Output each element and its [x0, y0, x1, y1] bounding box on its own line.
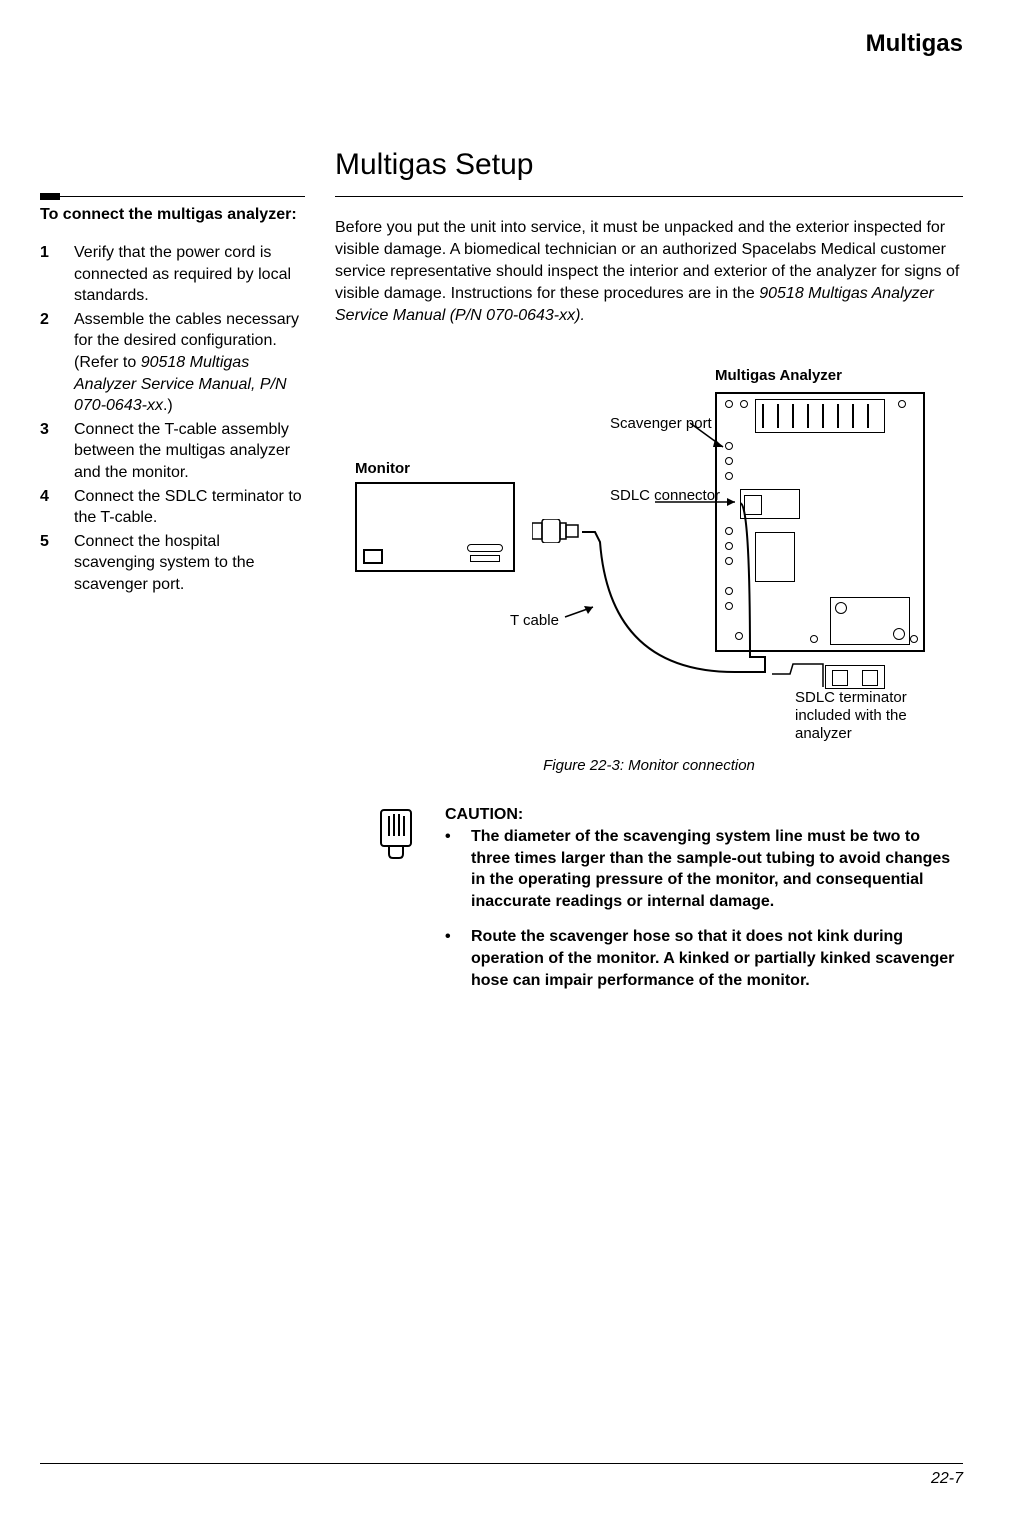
- monitor-label: Monitor: [355, 460, 410, 478]
- scavenger-label: Scavenger port: [610, 415, 712, 433]
- bullet-icon: •: [445, 926, 471, 991]
- list-item: 1 Verify that the power cord is connecte…: [40, 242, 305, 307]
- step-text: Verify that the power cord is connected …: [74, 242, 305, 307]
- step-number: 2: [40, 309, 74, 417]
- step-text: Connect the T-cable assembly between the…: [74, 419, 305, 484]
- monitor-port-icon: [467, 544, 503, 552]
- sidebar: To connect the multigas analyzer: 1 Veri…: [40, 148, 305, 1021]
- page-number: 22-7: [40, 1470, 963, 1488]
- sdlc-port-icon: [740, 489, 800, 519]
- main-layout: To connect the multigas analyzer: 1 Veri…: [40, 148, 963, 1021]
- section-title: Multigas Setup: [335, 148, 963, 182]
- terminator-icon: [825, 665, 885, 689]
- sidebar-heading: To connect the multigas analyzer:: [40, 206, 305, 224]
- caution-block: CAUTION: • The diameter of the scavengin…: [375, 804, 963, 1005]
- step-number: 4: [40, 486, 74, 529]
- step-number: 1: [40, 242, 74, 307]
- connector-plug-icon: [532, 519, 582, 543]
- page-header: Multigas: [40, 30, 963, 58]
- caution-text: CAUTION: • The diameter of the scavengin…: [445, 804, 963, 1005]
- step-number: 5: [40, 531, 74, 596]
- sidebar-rule: [40, 193, 305, 200]
- content: Multigas Setup Before you put the unit i…: [335, 148, 963, 1021]
- diagram: Multigas Analyzer Monitor Scavenger port…: [335, 367, 963, 747]
- figure-caption: Figure 22-3: Monitor connection: [335, 757, 963, 774]
- section-rule: [335, 196, 963, 197]
- plug-icon: [532, 519, 582, 543]
- analyzer-label: Multigas Analyzer: [715, 367, 842, 385]
- list-item: 5 Connect the hospital scavenging system…: [40, 531, 305, 596]
- terminator-label: SDLC terminator included with the analyz…: [795, 689, 963, 743]
- step-text: Connect the SDLC terminator to the T-cab…: [74, 486, 305, 529]
- analyzer-panel-icon: [755, 532, 795, 582]
- footer-rule: [40, 1463, 963, 1464]
- analyzer-foot-icon: [830, 597, 910, 645]
- step-number: 3: [40, 419, 74, 484]
- step-text: Connect the hospital scavenging system t…: [74, 531, 305, 596]
- caution-item: • Route the scavenger hose so that it do…: [445, 926, 963, 991]
- caution-item: • The diameter of the scavenging system …: [445, 826, 963, 912]
- tcable-label: T cable: [510, 612, 559, 630]
- list-item: 2 Assemble the cables necessary for the …: [40, 309, 305, 417]
- sdlc-connector-label: SDLC connector: [610, 487, 720, 505]
- list-item: 4 Connect the SDLC terminator to the T-c…: [40, 486, 305, 529]
- page-footer: 22-7: [40, 1463, 963, 1488]
- intro-paragraph: Before you put the unit into service, it…: [335, 217, 963, 327]
- list-item: 3 Connect the T-cable assembly between t…: [40, 419, 305, 484]
- sidebar-steps: 1 Verify that the power cord is connecte…: [40, 242, 305, 596]
- analyzer-vents-icon: [755, 399, 885, 433]
- monitor-port-icon: [470, 555, 500, 562]
- caution-hand-icon: [375, 804, 417, 1005]
- monitor-port-icon: [363, 549, 383, 564]
- header-title: Multigas: [866, 30, 963, 57]
- bullet-icon: •: [445, 826, 471, 912]
- caution-label: CAUTION:: [445, 804, 963, 826]
- step-text: Assemble the cables necessary for the de…: [74, 309, 305, 417]
